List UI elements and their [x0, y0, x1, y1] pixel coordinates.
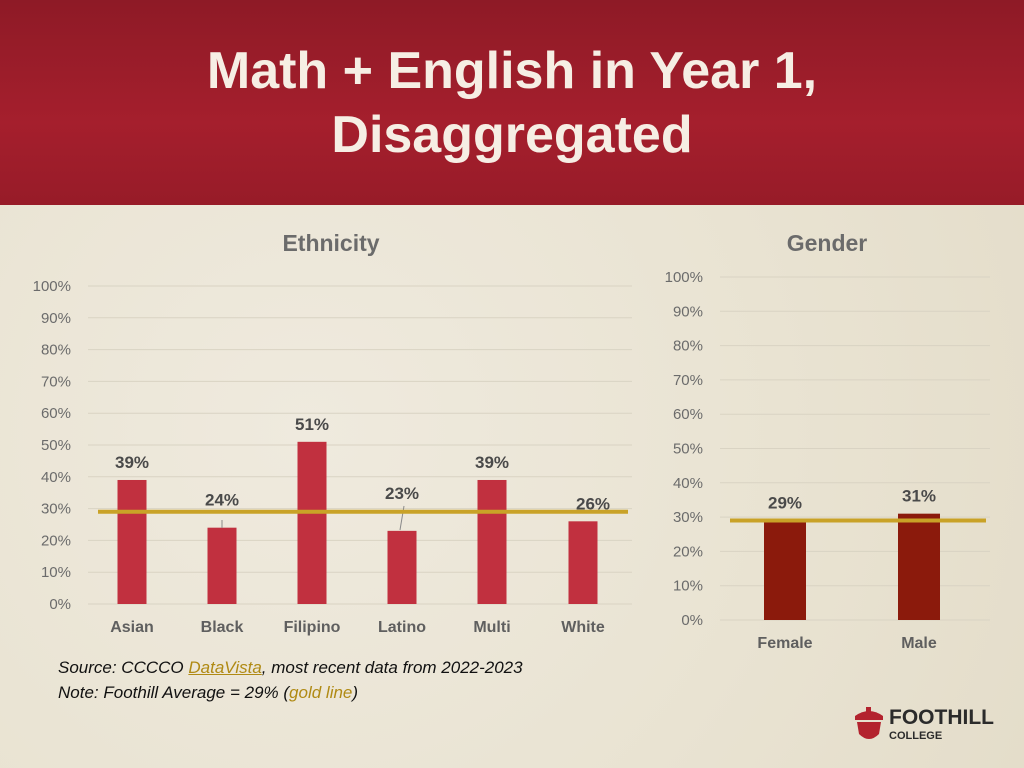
category-label-black: Black: [201, 619, 244, 636]
y-tick-label: 10%: [41, 564, 71, 581]
bar-female: [764, 521, 806, 620]
gender-chart: Gender 0% 10% 20% 30% 40% 50% 60% 70% 80% 90% 100%…: [665, 230, 990, 652]
bar-multi: [478, 480, 507, 604]
category-label-female: Female: [757, 635, 812, 652]
data-label-female: 29%: [768, 494, 802, 513]
bar-black: [208, 528, 237, 604]
y-tick-label: 30%: [41, 501, 71, 518]
leader-line: [400, 506, 404, 530]
gender-bars: [764, 514, 940, 620]
y-tick-label: 80%: [41, 342, 71, 359]
gender-y-ticks: 0% 10% 20% 30% 40% 50% 60% 70% 80% 90% 100%: [665, 269, 703, 629]
data-label-white: 26%: [576, 494, 610, 513]
category-label-multi: Multi: [473, 619, 510, 636]
y-tick-label: 60%: [41, 405, 71, 422]
bar-white: [569, 521, 598, 604]
logo-sub: COLLEGE: [889, 730, 942, 742]
gender-chart-title: Gender: [787, 230, 868, 256]
y-tick-label: 90%: [673, 303, 703, 320]
y-tick-label: 20%: [673, 543, 703, 560]
y-tick-label: 80%: [673, 338, 703, 355]
ethnicity-gridlines: [88, 286, 632, 604]
source-note: Source: CCCCO DataVista, most recent dat…: [58, 655, 523, 705]
note-prefix: Note: Foothill Average = 29% (: [58, 683, 289, 702]
y-tick-label: 0%: [681, 612, 703, 629]
y-tick-label: 10%: [673, 578, 703, 595]
acorn-icon: [855, 707, 883, 739]
ethnicity-data-labels: 39% 24% 51% 23% 39% 26%: [115, 415, 610, 514]
data-label-latino: 23%: [385, 484, 419, 503]
source-line: Source: CCCCO DataVista, most recent dat…: [58, 655, 523, 680]
datavista-link[interactable]: DataVista: [188, 658, 261, 677]
ethnicity-y-ticks: 0% 10% 20% 30% 40% 50% 60% 70% 80% 90% 100%: [33, 278, 71, 613]
ethnicity-chart: Ethnicity 0% 10% 20% 30% 40% 50% 60% 70% 80% 90% 1…: [33, 230, 632, 636]
logo-name: FOOTHILL: [889, 706, 994, 729]
category-label-asian: Asian: [110, 619, 154, 636]
bar-filipino: [298, 442, 327, 604]
charts-area: Ethnicity 0% 10% 20% 30% 40% 50% 60% 70% 80% 90% 1…: [0, 0, 1024, 768]
category-label-filipino: Filipino: [284, 619, 341, 636]
data-label-asian: 39%: [115, 453, 149, 472]
gender-category-labels: Female Male: [757, 635, 936, 652]
y-tick-label: 40%: [41, 469, 71, 486]
source-suffix: , most recent data from 2022-2023: [262, 658, 523, 677]
bar-male: [898, 514, 940, 620]
y-tick-label: 100%: [665, 269, 703, 286]
source-prefix: Source: CCCCO: [58, 658, 188, 677]
ethnicity-bars: [118, 442, 598, 604]
ethnicity-category-labels: Asian Black Filipino Latino Multi White: [110, 619, 605, 636]
y-tick-label: 30%: [673, 509, 703, 526]
data-label-multi: 39%: [475, 453, 509, 472]
data-label-male: 31%: [902, 487, 936, 506]
category-label-latino: Latino: [378, 619, 426, 636]
y-tick-label: 40%: [673, 475, 703, 492]
y-tick-label: 20%: [41, 532, 71, 549]
y-tick-label: 50%: [41, 437, 71, 454]
y-tick-label: 50%: [673, 441, 703, 458]
gender-data-labels: 29% 31%: [768, 487, 936, 513]
note-suffix: ): [352, 683, 358, 702]
y-tick-label: 100%: [33, 278, 71, 295]
gender-gridlines: [720, 277, 990, 620]
y-tick-label: 70%: [673, 372, 703, 389]
data-label-black: 24%: [205, 491, 239, 510]
y-tick-label: 90%: [41, 310, 71, 327]
foothill-college-logo: FOOTHILL COLLEGE: [852, 702, 1002, 744]
note-line: Note: Foothill Average = 29% (gold line): [58, 680, 523, 705]
category-label-white: White: [561, 619, 605, 636]
bar-asian: [118, 480, 147, 604]
y-tick-label: 70%: [41, 373, 71, 390]
bar-latino: [388, 531, 417, 604]
ethnicity-chart-title: Ethnicity: [282, 230, 379, 256]
y-tick-label: 0%: [49, 596, 71, 613]
y-tick-label: 60%: [673, 406, 703, 423]
category-label-male: Male: [901, 635, 937, 652]
gold-line-text: gold line: [289, 683, 352, 702]
data-label-filipino: 51%: [295, 415, 329, 434]
